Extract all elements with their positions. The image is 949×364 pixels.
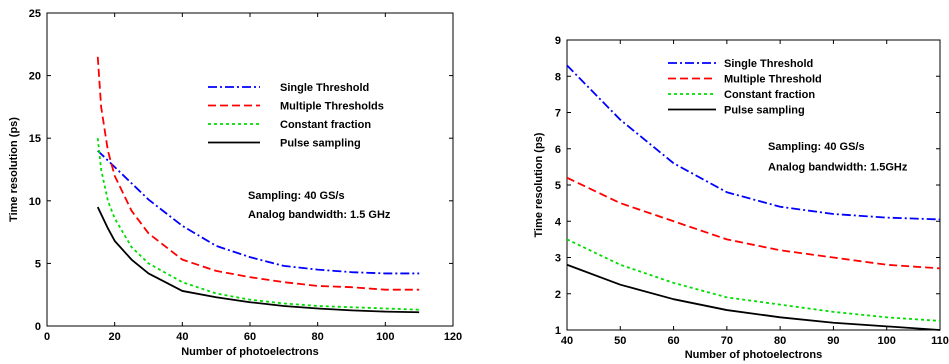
y-tick-label: 1 bbox=[555, 325, 561, 337]
y-tick-label: 5 bbox=[35, 258, 41, 270]
x-tick-label: 60 bbox=[667, 335, 679, 347]
y-tick-label: 5 bbox=[555, 180, 561, 192]
y-tick-label: 15 bbox=[29, 133, 41, 145]
series-line-2 bbox=[96, 56, 420, 291]
y-tick-label: 3 bbox=[555, 253, 561, 265]
y-tick-label: 7 bbox=[555, 108, 561, 120]
x-tick-label: 100 bbox=[878, 335, 896, 347]
x-tick-label: 60 bbox=[244, 331, 256, 343]
y-tick-label: 8 bbox=[555, 71, 561, 83]
y-tick-label: 0 bbox=[35, 321, 41, 333]
legend-label: Single Threshold bbox=[724, 58, 813, 70]
annotation: Sampling: 40 GS/s bbox=[248, 190, 345, 202]
y-tick-label: 20 bbox=[29, 71, 41, 83]
annotation: Analog bandwidth: 1.5GHz bbox=[768, 162, 908, 174]
y-axis-label: Time resolution (ps) bbox=[8, 117, 20, 222]
x-tick-label: 80 bbox=[774, 335, 786, 347]
y-tick-label: 10 bbox=[29, 196, 41, 208]
y-tick-label: 4 bbox=[555, 216, 562, 228]
legend-label: Single Threshold bbox=[280, 82, 369, 94]
plot-frame bbox=[46, 12, 454, 327]
x-axis-label: Number of photoelectrons bbox=[685, 349, 823, 361]
x-tick-label: 110 bbox=[931, 335, 949, 347]
annotation: Analog bandwidth: 1.5 GHz bbox=[248, 209, 391, 221]
plot-frame bbox=[566, 39, 941, 331]
y-tick-label: 6 bbox=[555, 144, 561, 156]
series-line-2 bbox=[566, 176, 941, 270]
chart-2: 40 50 60 70 80 90 100 110 1 2 3 4 5 6 7 8 9 Number of pho… bbox=[533, 35, 949, 361]
y-tick-label: 9 bbox=[555, 35, 561, 47]
annotation: Sampling: 40 GS/s bbox=[768, 141, 865, 153]
series-line-3 bbox=[96, 138, 420, 311]
chart-1: 0 20 40 60 80 100 120 0 5 10 15 20 25 Number of photo… bbox=[8, 8, 462, 358]
legend-label: Pulse sampling bbox=[724, 105, 805, 117]
legend-label: Multiple Thresholds bbox=[280, 101, 384, 113]
y-tick-label: 25 bbox=[29, 8, 41, 20]
x-tick-label: 100 bbox=[376, 331, 394, 343]
legend-label: Constant fraction bbox=[280, 119, 371, 131]
x-tick-label: 20 bbox=[109, 331, 121, 343]
y-axis-label: Time resolution (ps) bbox=[533, 132, 545, 237]
x-tick-label: 0 bbox=[44, 331, 50, 343]
x-tick-label: 120 bbox=[444, 331, 462, 343]
x-axis-label: Number of photoelectrons bbox=[181, 346, 319, 358]
x-tick-label: 70 bbox=[721, 335, 733, 347]
x-tick-label: 40 bbox=[561, 335, 573, 347]
legend-label: Pulse sampling bbox=[280, 138, 361, 150]
series-line-1 bbox=[566, 64, 941, 221]
legend: Single Threshold Multiple Threshold Consta… bbox=[668, 58, 822, 117]
x-tick-label: 80 bbox=[312, 331, 324, 343]
x-tick-label: 40 bbox=[176, 331, 188, 343]
series-line-4 bbox=[566, 263, 941, 331]
x-tick-label: 50 bbox=[614, 335, 626, 347]
legend-label: Constant fraction bbox=[724, 89, 815, 101]
y-tick-label: 2 bbox=[555, 289, 561, 301]
x-tick-label: 90 bbox=[827, 335, 839, 347]
legend-label: Multiple Threshold bbox=[724, 74, 822, 86]
series-line-3 bbox=[566, 238, 941, 322]
legend: Single Threshold Multiple Thresholds Const… bbox=[208, 82, 384, 150]
